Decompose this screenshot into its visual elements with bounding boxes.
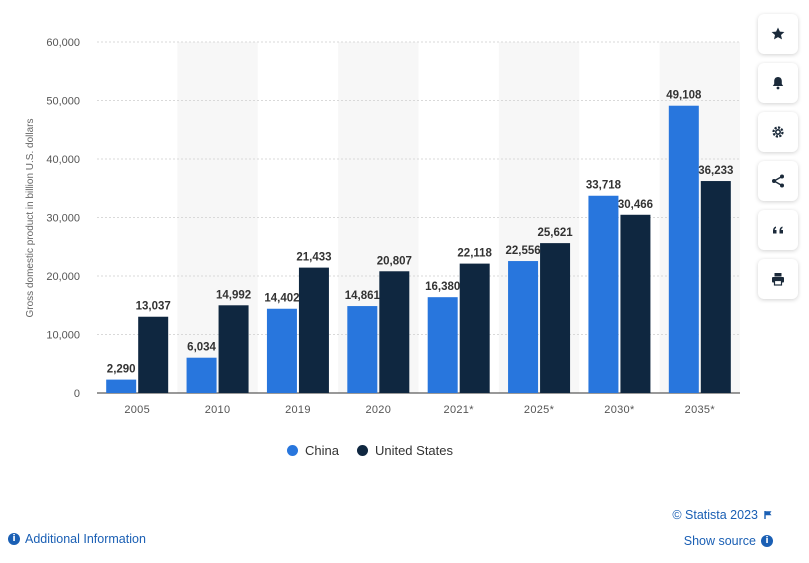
x-tick-label: 2035* xyxy=(685,404,716,416)
y-tick-label: 60,000 xyxy=(46,37,80,49)
data-label-china: 14,861 xyxy=(345,290,381,302)
quote-icon xyxy=(773,226,783,234)
toolbar xyxy=(758,14,800,308)
statista-credit[interactable]: © Statista 2023 xyxy=(672,508,773,522)
y-tick-label: 50,000 xyxy=(46,96,80,108)
show-source-link[interactable]: Show source i xyxy=(684,534,773,548)
data-label-china: 6,034 xyxy=(187,342,216,354)
y-tick-label: 10,000 xyxy=(46,330,80,342)
bell-icon xyxy=(772,77,784,90)
data-label-china: 22,556 xyxy=(505,245,540,257)
x-tick-label: 2020 xyxy=(365,404,391,416)
bar-united-states xyxy=(620,214,651,393)
data-label-united-states: 14,992 xyxy=(216,289,251,301)
notification-button[interactable] xyxy=(758,63,798,103)
bar-china xyxy=(347,306,378,393)
data-label-china: 33,718 xyxy=(586,180,622,192)
data-label-united-states: 20,807 xyxy=(377,255,412,267)
x-tick-label: 2021* xyxy=(444,404,475,416)
show-source-text: Show source xyxy=(683,534,756,548)
x-tick-label: 2005 xyxy=(124,404,150,416)
bar-china xyxy=(508,261,539,393)
bar-china xyxy=(427,297,458,393)
bar-china xyxy=(266,308,297,393)
share-button[interactable] xyxy=(758,161,798,201)
info-icon: i xyxy=(8,533,20,545)
legend-dot-united-states xyxy=(356,445,368,456)
bar-china xyxy=(668,105,699,393)
data-label-united-states: 21,433 xyxy=(296,252,331,264)
legend-label-united-states: United States xyxy=(374,443,453,458)
settings-button[interactable] xyxy=(758,112,798,152)
bar-china xyxy=(106,379,137,393)
legend-label-china: China xyxy=(304,443,339,458)
data-label-china: 2,290 xyxy=(107,364,136,376)
print-button[interactable] xyxy=(758,259,798,299)
bar-united-states xyxy=(459,263,490,393)
bar-united-states xyxy=(379,271,410,393)
bar-united-states xyxy=(218,305,249,393)
y-tick-label: 30,000 xyxy=(46,213,80,225)
bar-united-states xyxy=(540,243,571,393)
data-label-united-states: 22,118 xyxy=(457,248,492,260)
legend: China United States xyxy=(0,443,740,458)
info-icon: i xyxy=(761,535,773,547)
additional-information-link[interactable]: i Additional Information xyxy=(8,532,146,546)
bar-china xyxy=(588,195,619,393)
legend-item-united-states[interactable]: United States xyxy=(356,443,453,458)
flag-icon xyxy=(764,511,772,519)
data-label-china: 49,108 xyxy=(666,90,702,102)
data-label-china: 14,402 xyxy=(264,293,299,305)
data-label-united-states: 13,037 xyxy=(136,301,171,313)
data-label-united-states: 30,466 xyxy=(618,199,653,211)
cite-button[interactable] xyxy=(758,210,798,250)
x-tick-label: 2030* xyxy=(604,404,635,416)
favorite-button[interactable] xyxy=(758,14,798,54)
y-axis-title: Gross domestic product in billion U.S. d… xyxy=(25,119,36,318)
x-tick-label: 2010 xyxy=(205,404,231,416)
bar-united-states xyxy=(138,316,169,393)
print-icon xyxy=(772,273,784,286)
bar-chart: 0 10,000 20,000 30,000 40,000 50,000 60,000 2,… xyxy=(25,37,740,416)
x-tick-label: 2019 xyxy=(285,404,311,416)
y-tick-label: 0 xyxy=(74,388,80,400)
star-icon xyxy=(771,27,785,40)
legend-item-china[interactable]: China xyxy=(286,443,339,458)
y-tick-label: 20,000 xyxy=(46,271,80,283)
data-label-united-states: 36,233 xyxy=(698,165,733,177)
data-label-china: 16,380 xyxy=(425,281,460,293)
bar-china xyxy=(186,357,217,393)
x-tick-label: 2025* xyxy=(524,404,555,416)
bar-united-states xyxy=(700,181,731,393)
additional-information-text: Additional Information xyxy=(25,532,146,546)
gear-icon xyxy=(772,126,784,138)
bar-united-states xyxy=(298,267,329,393)
credit-text: © Statista 2023 xyxy=(672,508,758,522)
legend-dot-china xyxy=(286,445,298,456)
share-icon xyxy=(772,174,784,188)
y-tick-label: 40,000 xyxy=(46,154,80,166)
data-label-united-states: 25,621 xyxy=(537,227,573,239)
